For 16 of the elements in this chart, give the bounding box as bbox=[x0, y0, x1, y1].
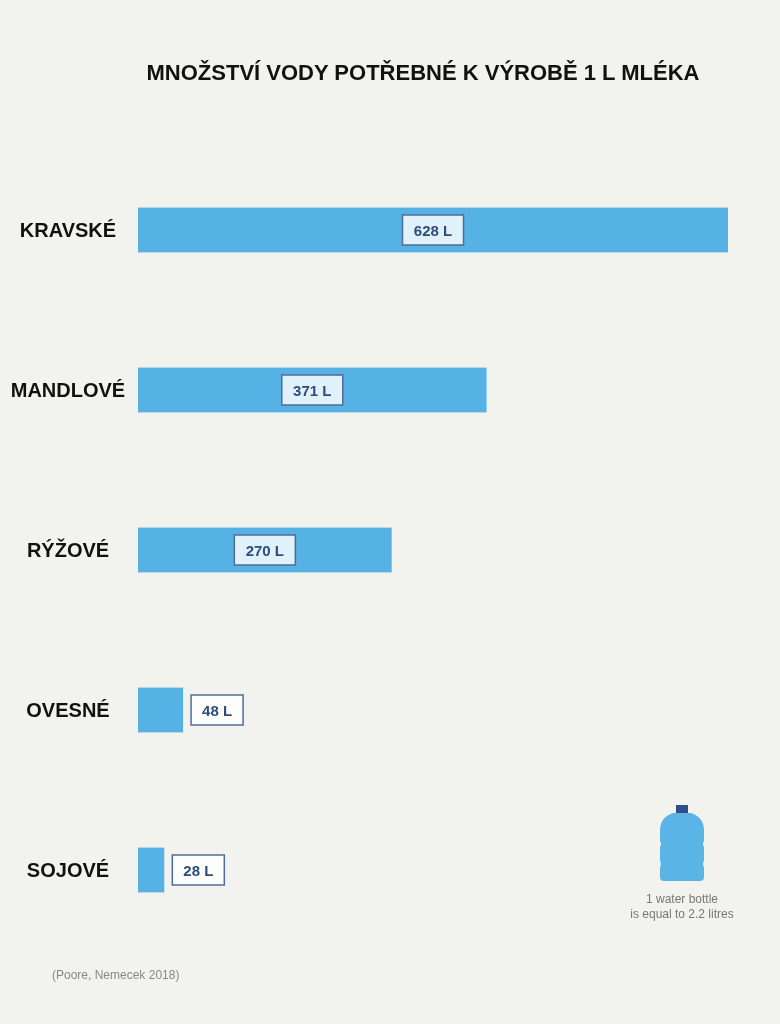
data-label: 270 L bbox=[245, 541, 285, 559]
y-tick-label: RÝŽOVÉ bbox=[26, 538, 110, 561]
y-tick-label: KRAVSKÉ bbox=[19, 219, 117, 241]
y-tick-label: MANDLOVÉ bbox=[10, 379, 126, 401]
y-tick-label: OVESNÉ bbox=[26, 699, 110, 721]
data-label: 48 L bbox=[202, 701, 233, 719]
data-label: 628 L bbox=[413, 221, 453, 239]
y-tick-label: SOJOVÉ bbox=[26, 859, 110, 881]
bar bbox=[138, 207, 728, 253]
chart-title: MNOŽSTVÍ VODY POTŘEBNÉ K VÝROBĚ 1 L MLÉKA bbox=[146, 60, 700, 85]
annotation: 1 water bottle is equal to 2.2 litres bbox=[630, 892, 734, 921]
bar bbox=[138, 687, 184, 733]
data-label: 28 L bbox=[183, 861, 214, 879]
text: (Poore, Nemecek 2018) bbox=[52, 968, 180, 982]
data-label: 371 L bbox=[293, 381, 332, 399]
bar bbox=[138, 847, 165, 893]
